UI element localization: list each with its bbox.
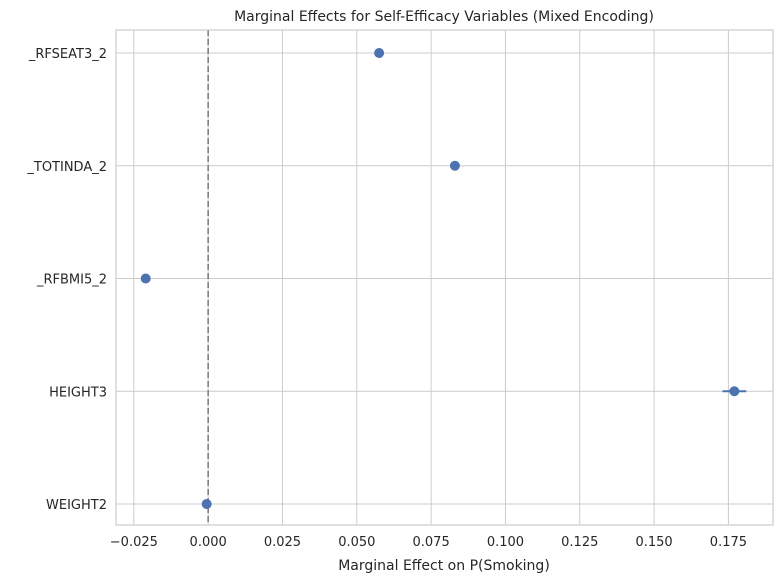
data-point xyxy=(449,160,460,171)
x-tick-label: 0.150 xyxy=(635,535,672,550)
grid-layer xyxy=(116,30,773,525)
x-tick-label: 0.100 xyxy=(487,535,524,550)
x-tick-label: 0.000 xyxy=(190,535,227,550)
data-point xyxy=(374,48,385,58)
x-tick-label: 0.125 xyxy=(561,535,598,550)
chart-title: Marginal Effects for Self-Efficacy Varia… xyxy=(234,9,654,25)
data-point xyxy=(140,273,151,284)
y-tick-labels: _RFSEAT3_2 _TOTINDA_2 _RFBMI5_2 HEIGHT3 WEIG… xyxy=(26,47,107,513)
data-point xyxy=(729,386,740,397)
y-tick-label: _RFSEAT3_2 xyxy=(28,47,107,62)
x-tick-label: 0.025 xyxy=(264,535,301,550)
x-tick-label: 0.050 xyxy=(338,535,375,550)
y-tick-label: WEIGHT2 xyxy=(46,498,107,513)
y-tick-label: _TOTINDA_2 xyxy=(26,160,107,175)
x-tick-labels: −0.025 0.000 0.025 0.050 0.075 0.100 0.125 0.15… xyxy=(110,535,747,550)
y-tick-label: HEIGHT3 xyxy=(49,385,107,400)
x-tick-label: 0.075 xyxy=(413,535,450,550)
data-points-layer xyxy=(140,48,747,509)
data-point xyxy=(201,499,212,509)
plot-frame xyxy=(115,29,774,526)
x-axis-label: Marginal Effect on P(Smoking) xyxy=(338,558,550,574)
x-tick-label: −0.025 xyxy=(110,535,158,550)
x-tick-label: 0.175 xyxy=(710,535,747,550)
y-tick-label: _RFBMI5_2 xyxy=(36,273,107,288)
